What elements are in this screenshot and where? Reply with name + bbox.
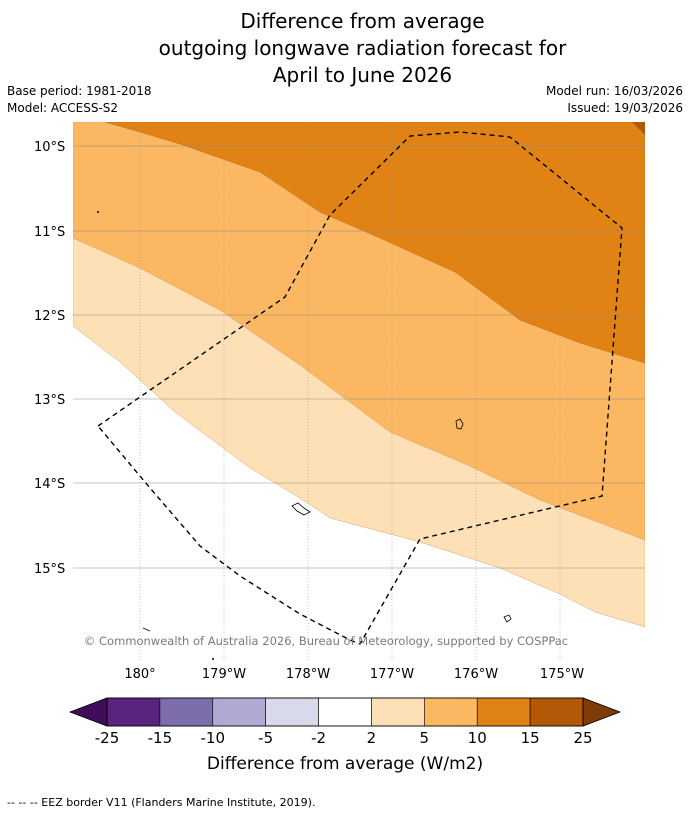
colorbar-tick-label: 5 — [420, 729, 430, 747]
lat-label-15s: 15°S — [34, 562, 65, 577]
island-shape — [142, 627, 151, 632]
colorbar-segment — [424, 697, 478, 727]
latitude-labels: 10°S 11°S 12°S 13°S 14°S 15°S — [34, 140, 65, 577]
island-shape — [291, 502, 311, 516]
eez-footnote: -- -- -- EEZ border V11 (Flanders Marine… — [7, 796, 316, 809]
lon-label-179w: 179°W — [202, 667, 246, 682]
colorbar-tick-label: 10 — [468, 729, 487, 747]
colorbar-arrow-low — [68, 697, 108, 727]
island-shape — [503, 614, 512, 623]
lat-label-11s: 11°S — [34, 225, 65, 240]
title-line-3: April to June 2026 — [272, 63, 453, 87]
gridlines — [73, 122, 645, 660]
colorbar-segment — [159, 697, 214, 727]
colorbar-tick-label: 25 — [573, 729, 592, 747]
model-name: Model: ACCESS-S2 — [7, 101, 119, 115]
lon-label-180: 180° — [124, 667, 155, 682]
eez-border — [96, 131, 623, 645]
colorbar-tick-label: 2 — [367, 729, 377, 747]
colorbar-segment — [476, 697, 531, 727]
colorbar-tick-label: -15 — [148, 729, 173, 747]
colorbar-frame — [106, 697, 584, 727]
map-area: © Commonwealth of Australia 2026, Bureau… — [73, 122, 645, 660]
colorbar-tick-label: -10 — [201, 729, 226, 747]
colorbar-segment — [212, 697, 266, 727]
colorbar-tick-label: -2 — [311, 729, 326, 747]
base-period: Base period: 1981-2018 — [7, 84, 152, 98]
lon-label-176w: 176°W — [454, 667, 498, 682]
meta-right: Model run: 16/03/2026 Issued: 19/03/2026 — [546, 83, 683, 117]
colorbar-tick-label: -5 — [258, 729, 273, 747]
colorbar-segment — [106, 697, 161, 727]
colorbar-segments — [106, 697, 584, 727]
title-line-2: outgoing longwave radiation forecast for — [158, 36, 567, 60]
colorbar: -25 -15 -10 -5 -2 2 5 10 15 25 Difference from av… — [68, 697, 622, 774]
colorbar-arrow-high — [582, 697, 622, 727]
copyright-note: © Commonwealth of Australia 2026, Bureau… — [84, 634, 568, 648]
lon-label-178w: 178°W — [286, 667, 330, 682]
issued-date: Issued: 19/03/2026 — [567, 101, 683, 115]
lat-label-14s: 14°S — [34, 477, 65, 492]
lon-label-175w: 175°W — [540, 667, 584, 682]
colorbar-segment — [318, 697, 372, 727]
colorbar-segment — [265, 697, 319, 727]
lat-label-13s: 13°S — [34, 393, 65, 408]
lon-label-177w: 177°W — [370, 667, 414, 682]
island-shape — [455, 418, 464, 430]
contour-band-10-15 — [104, 122, 645, 364]
model-run: Model run: 16/03/2026 — [545, 84, 683, 98]
title-line-1: Difference from average — [240, 9, 485, 33]
colorbar-label: Difference from average (W/m2) — [207, 754, 483, 774]
lat-label-12s: 12°S — [34, 309, 65, 324]
lat-label-10s: 10°S — [34, 140, 65, 155]
map-title: Difference from average outgoing longwav… — [0, 8, 690, 89]
colorbar-segment — [529, 697, 584, 727]
colorbar-tick-label: 15 — [521, 729, 540, 747]
colorbar-tick-labels: -25 -15 -10 -5 -2 2 5 10 15 25 — [95, 729, 593, 747]
colorbar-tick-label: -25 — [95, 729, 120, 747]
contour-band-15-25 — [632, 122, 645, 135]
island-dot — [97, 211, 99, 213]
island-dot — [212, 658, 214, 660]
longitude-labels: 180° 179°W 178°W 177°W 176°W 175°W — [124, 667, 584, 682]
meta-left: Base period: 1981-2018 Model: ACCESS-S2 — [7, 83, 152, 117]
colorbar-segment — [371, 697, 425, 727]
